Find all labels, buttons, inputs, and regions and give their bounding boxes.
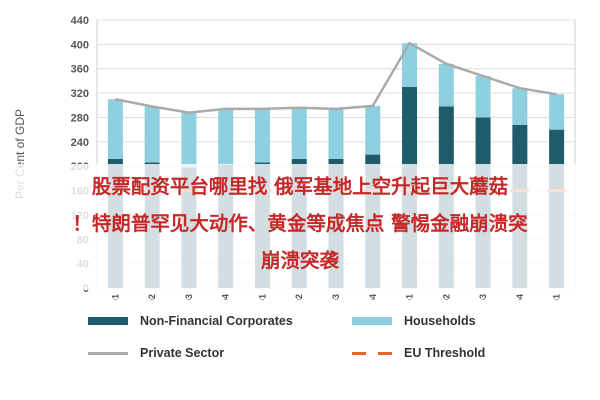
legend-item-private-sector: Private Sector	[88, 346, 224, 360]
x-tick-label: 2014 Q1	[257, 294, 267, 300]
y-tick-label: 440	[71, 15, 89, 27]
legend-item-non-financial-corporates: Non-Financial Corporates	[88, 314, 293, 328]
legend-swatch-households	[352, 317, 392, 325]
y-tick-label: 240	[71, 137, 89, 149]
x-tick-label: 2013 Q3	[184, 294, 194, 300]
bar-households	[475, 76, 491, 118]
legend-item-eu-threshold: EU Threshold	[352, 346, 485, 360]
x-tick-label: 2013 Q4	[221, 294, 231, 300]
line-private-sector	[115, 41, 557, 114]
y-tick-label: 400	[71, 39, 89, 51]
headline-overlay[interactable]: 股票配资平台哪里找 俄军基地上空升起巨大蘑菇 ！特朗普罕见大动作、黄金等成焦点 …	[0, 164, 600, 290]
bar-households	[549, 94, 565, 130]
bar-households	[291, 107, 307, 159]
legend-label-non-financial: Non-Financial Corporates	[140, 314, 293, 328]
bar-households	[144, 106, 160, 163]
legend-swatch-eu-threshold	[352, 351, 392, 355]
x-tick-label: 2016 Q1	[552, 294, 562, 300]
x-tick-label: 2013 Q1	[110, 294, 120, 300]
bar-households	[254, 108, 270, 163]
headline-line-2[interactable]: ！特朗普罕见大动作、黄金等成焦点 警惕金融崩溃突	[72, 212, 528, 235]
bar-households	[218, 108, 234, 165]
legend-swatch-non-financial	[88, 317, 128, 325]
legend-label-private-sector: Private Sector	[140, 346, 225, 360]
headline-line-3[interactable]: 崩溃突袭	[260, 249, 339, 272]
bar-households	[512, 88, 528, 125]
y-tick-label: 280	[71, 112, 89, 124]
legend-label-eu-threshold: EU Threshold	[404, 346, 486, 360]
bar-households	[181, 112, 197, 168]
x-tick-label: 2015 Q4	[515, 294, 525, 300]
x-tick-label: 2014 Q3	[331, 294, 341, 300]
y-tick-label: 320	[71, 88, 89, 100]
x-tick-label: 2015 Q1	[405, 294, 415, 300]
bar-households	[438, 63, 454, 107]
x-tick-label: 2014 Q4	[368, 294, 378, 300]
y-tick-label: 360	[71, 64, 89, 76]
headline-line-1[interactable]: 股票配资平台哪里找 俄军基地上空升起巨大蘑菇	[91, 175, 509, 198]
chart-legend: Non-Financial Corporates Households Priv…	[0, 300, 600, 400]
x-tick-label: 2014 Q2	[294, 294, 304, 300]
x-tick-label: 2015 Q2	[441, 294, 451, 300]
bar-households	[402, 43, 418, 87]
legend-item-households: Households	[352, 314, 476, 328]
legend-swatch-private-sector	[88, 351, 128, 355]
bar-households	[328, 108, 344, 159]
bar-households	[107, 99, 123, 159]
legend-label-households: Households	[404, 314, 476, 328]
bar-households	[365, 105, 381, 155]
x-tick-label: 2015 Q3	[478, 294, 488, 300]
x-tick-label: 2013 Q2	[147, 294, 157, 300]
